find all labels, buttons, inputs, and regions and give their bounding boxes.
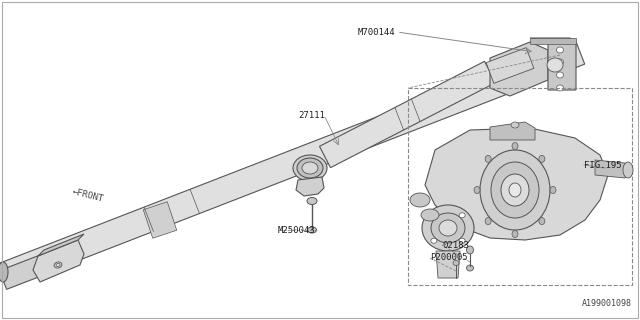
Ellipse shape <box>431 213 465 243</box>
Text: FIG.195: FIG.195 <box>584 161 621 170</box>
Text: A199001098: A199001098 <box>582 299 632 308</box>
Ellipse shape <box>307 197 317 204</box>
Polygon shape <box>490 42 548 96</box>
Ellipse shape <box>623 162 633 178</box>
Text: P200005: P200005 <box>430 253 468 262</box>
Polygon shape <box>0 256 45 289</box>
Text: ←FRONT: ←FRONT <box>71 187 105 203</box>
Ellipse shape <box>485 156 491 162</box>
Ellipse shape <box>550 187 556 194</box>
Ellipse shape <box>557 72 563 78</box>
Ellipse shape <box>557 47 563 53</box>
Polygon shape <box>486 48 534 83</box>
Ellipse shape <box>307 227 317 233</box>
Ellipse shape <box>467 265 474 271</box>
Polygon shape <box>436 251 460 278</box>
Ellipse shape <box>557 85 563 91</box>
Polygon shape <box>0 40 585 287</box>
Polygon shape <box>296 177 324 196</box>
Ellipse shape <box>422 205 474 251</box>
Polygon shape <box>425 128 608 240</box>
Ellipse shape <box>467 246 474 254</box>
Ellipse shape <box>439 220 457 236</box>
Ellipse shape <box>0 262 8 282</box>
Polygon shape <box>33 240 84 282</box>
Ellipse shape <box>297 158 323 178</box>
Bar <box>408 88 632 285</box>
Ellipse shape <box>302 162 318 174</box>
Ellipse shape <box>539 156 545 162</box>
Ellipse shape <box>491 162 539 218</box>
Polygon shape <box>38 234 84 256</box>
Ellipse shape <box>512 230 518 237</box>
Text: M250043: M250043 <box>278 226 316 235</box>
Polygon shape <box>595 160 628 178</box>
Ellipse shape <box>54 262 62 268</box>
Polygon shape <box>530 38 576 44</box>
Ellipse shape <box>293 155 327 181</box>
Text: 02183: 02183 <box>442 241 469 250</box>
Text: 27111: 27111 <box>298 110 325 119</box>
Text: M700144: M700144 <box>357 28 395 36</box>
Polygon shape <box>143 202 177 238</box>
Ellipse shape <box>485 218 491 225</box>
Ellipse shape <box>501 174 529 206</box>
Polygon shape <box>530 38 576 90</box>
Ellipse shape <box>557 59 563 65</box>
Ellipse shape <box>459 213 465 218</box>
Ellipse shape <box>547 58 563 72</box>
Polygon shape <box>319 61 495 168</box>
Ellipse shape <box>431 213 437 218</box>
Ellipse shape <box>474 187 480 194</box>
Ellipse shape <box>453 260 459 266</box>
Ellipse shape <box>509 183 521 197</box>
Ellipse shape <box>480 150 550 230</box>
Ellipse shape <box>410 193 430 207</box>
Ellipse shape <box>512 142 518 149</box>
Ellipse shape <box>421 209 439 221</box>
Ellipse shape <box>539 218 545 225</box>
Ellipse shape <box>56 263 60 267</box>
Ellipse shape <box>459 238 465 243</box>
Ellipse shape <box>511 122 519 128</box>
Polygon shape <box>490 122 535 140</box>
Ellipse shape <box>431 238 437 243</box>
